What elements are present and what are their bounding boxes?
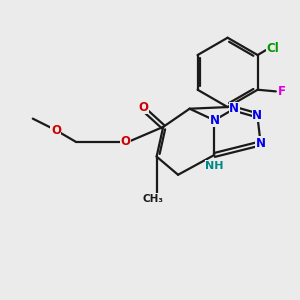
Text: NH: NH xyxy=(205,160,224,170)
Text: O: O xyxy=(138,100,148,114)
Text: N: N xyxy=(256,137,266,150)
Text: N: N xyxy=(229,102,239,115)
Text: O: O xyxy=(120,135,130,148)
Text: N: N xyxy=(209,114,219,127)
Text: CH₃: CH₃ xyxy=(142,194,163,203)
Text: Cl: Cl xyxy=(267,42,280,55)
Text: N: N xyxy=(252,109,262,122)
Text: O: O xyxy=(51,124,61,137)
Text: F: F xyxy=(278,85,286,98)
